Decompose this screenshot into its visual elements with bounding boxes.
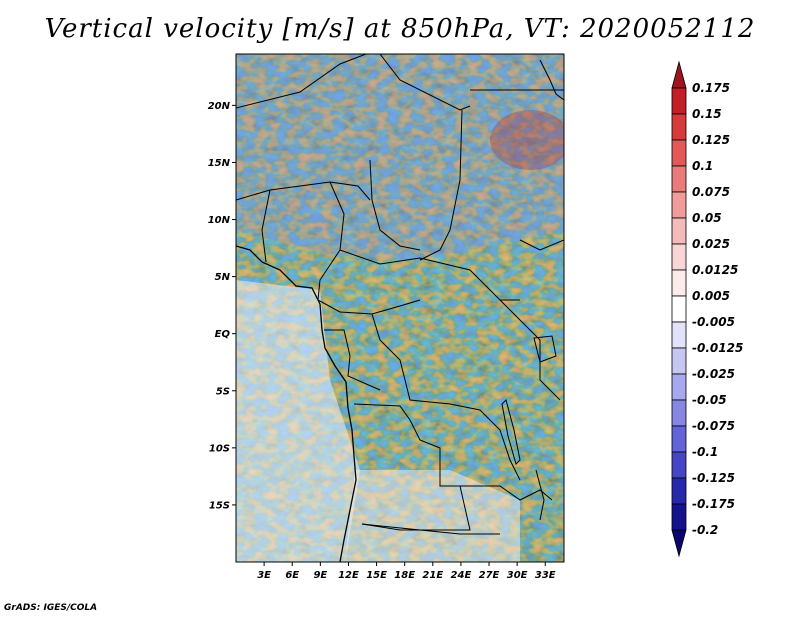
border-sudan-eastern	[470, 89, 564, 251]
border-car	[339, 249, 520, 301]
lat-tick-label: 10N	[208, 215, 231, 226]
colorbar-swatch	[671, 113, 687, 141]
lon-tick-label: 21E	[422, 570, 443, 581]
latitude-axis: 20N 15N 10N 5N EQ 5S 10S 15S	[208, 101, 236, 511]
colorbar-swatch	[671, 451, 687, 479]
lat-tick-label: 5S	[216, 386, 230, 397]
border-angola	[353, 403, 471, 531]
lon-tick-label: 15E	[366, 570, 387, 581]
colorbar-swatch	[671, 503, 687, 531]
border-east-africa	[499, 299, 561, 401]
colorbar: 0.175 0.15 0.125 0.1 0.075 0.05 0.025 0.0125 0.0…	[671, 60, 743, 558]
border-chad	[369, 159, 421, 251]
lat-tick-label: 15S	[209, 500, 230, 511]
chart-title: Vertical velocity [m/s] at 850hPa, VT: 2…	[44, 14, 756, 44]
map-plot-area	[235, 53, 565, 563]
colorbar-arrow-bottom	[671, 529, 687, 558]
colorbar-swatch	[671, 295, 687, 323]
country-borders	[236, 54, 564, 562]
colorbar-label: 0.175	[692, 81, 730, 95]
lon-tick-label: 33E	[535, 570, 556, 581]
lat-tick-label: 15N	[208, 158, 231, 169]
map-figure: 20N 15N 10N 5N EQ 5S 10S 15S 3E 6E 9E 12E 15E 18E 21E…	[208, 53, 743, 581]
colorbar-swatch	[671, 399, 687, 427]
border-algeria-niger	[236, 54, 367, 109]
border-zambia	[460, 485, 553, 501]
sahara-field	[236, 54, 564, 260]
colorbar-swatch	[671, 165, 687, 193]
colorbar-label: 0.05	[692, 211, 722, 225]
colorbar-label: 0.15	[692, 107, 722, 121]
colorbar-label: 0.075	[692, 185, 730, 199]
colorbar-swatch	[671, 321, 687, 349]
lon-tick-label: 6E	[285, 570, 299, 581]
lon-tick-label: 3E	[257, 570, 271, 581]
lake-tanganyika	[501, 399, 521, 465]
lon-tick-label: 30E	[507, 570, 528, 581]
colorbar-label: 0.1	[692, 159, 713, 173]
border-libya	[379, 54, 471, 111]
colorbar-label: 0.125	[692, 133, 730, 147]
colorbar-swatch	[671, 269, 687, 297]
colorbar-arrow-top	[671, 60, 687, 89]
colorbar-label: -0.1	[692, 445, 718, 459]
colorbar-swatch	[671, 373, 687, 401]
colorbar-label: -0.125	[692, 471, 735, 485]
nile-coast	[539, 59, 564, 101]
coastline	[236, 245, 357, 562]
colorbar-swatch	[671, 139, 687, 167]
colorbar-label: -0.0125	[692, 341, 743, 355]
lon-tick-label: 27E	[479, 570, 500, 581]
lat-tick-label: 20N	[208, 101, 231, 112]
colorbar-label: -0.075	[692, 419, 735, 433]
border-gabon-congo	[324, 329, 381, 391]
colorbar-swatch	[671, 243, 687, 271]
kalahari-field	[345, 470, 520, 562]
lat-tick-label: 10S	[209, 443, 230, 454]
colorbar-label: 0.005	[692, 289, 730, 303]
longitude-axis: 3E 6E 9E 12E 15E 18E 21E 24E 27E 30E 33E	[257, 562, 556, 581]
colorbar-swatch	[671, 87, 687, 115]
colorbar-swatch	[671, 217, 687, 245]
colorbar-swatch	[671, 191, 687, 219]
colorbar-label: -0.025	[692, 367, 735, 381]
border-niger-nigeria	[236, 181, 371, 201]
lon-tick-label: 12E	[338, 570, 359, 581]
lat-tick-label: EQ	[215, 329, 231, 340]
map-frame	[235, 53, 565, 563]
lake-victoria	[533, 335, 557, 363]
colorbar-label: -0.005	[692, 315, 735, 329]
border-namibia	[361, 523, 500, 535]
grads-credit: GrADS: IGES/COLA	[4, 603, 98, 613]
border-chad-sudan	[419, 109, 463, 261]
colorbar-label: 0.0125	[692, 263, 738, 277]
colorbar-label: -0.2	[692, 523, 718, 537]
colorbar-swatch	[671, 425, 687, 453]
lon-tick-label: 9E	[313, 570, 327, 581]
colorbar-label: 0.025	[692, 237, 730, 251]
lake-malawi	[535, 469, 545, 521]
border-drc	[371, 313, 521, 481]
colorbar-label: -0.175	[692, 497, 735, 511]
lat-tick-label: 5N	[215, 272, 231, 283]
colorbar-swatch	[671, 347, 687, 375]
colorbar-label: -0.05	[692, 393, 727, 407]
lon-tick-label: 18E	[394, 570, 415, 581]
lon-tick-label: 24E	[451, 570, 472, 581]
eastern-storm-field	[490, 110, 564, 170]
colorbar-swatch	[671, 477, 687, 505]
ocean-field	[236, 280, 360, 562]
